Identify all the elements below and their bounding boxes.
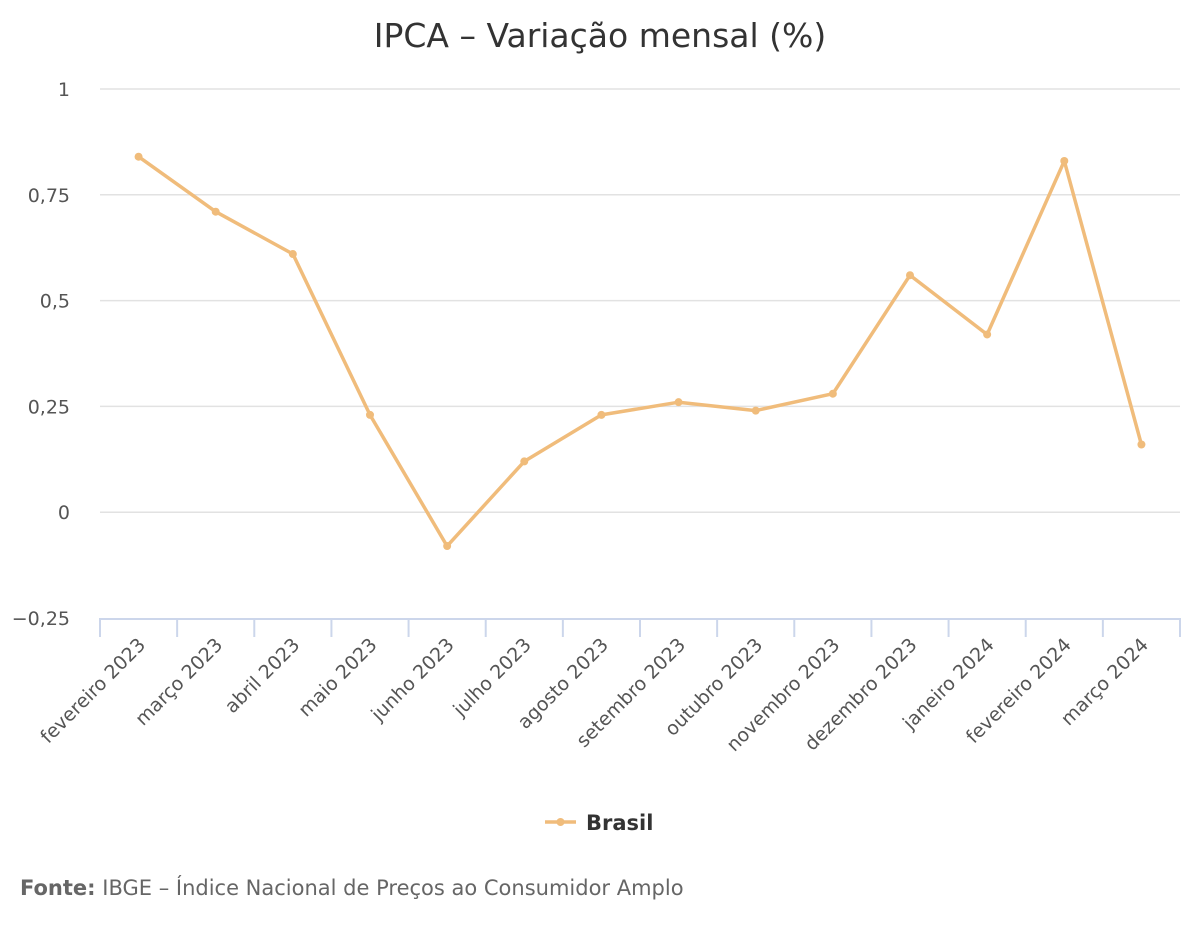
data-point[interactable] xyxy=(751,406,760,415)
data-point[interactable] xyxy=(520,457,529,466)
x-tick-label: fevereiro 2023 xyxy=(36,634,150,748)
x-tick-label: junho 2023 xyxy=(366,634,458,726)
data-point[interactable] xyxy=(906,271,914,280)
data-point[interactable] xyxy=(983,330,992,339)
legend-item-brasil[interactable]: Brasil xyxy=(586,811,653,835)
grid-lines xyxy=(100,88,1180,513)
legend[interactable]: Brasil xyxy=(545,811,653,835)
data-point[interactable] xyxy=(828,389,837,398)
data-point[interactable] xyxy=(597,410,606,419)
y-tick-label: 0,5 xyxy=(40,291,70,313)
x-axis xyxy=(99,618,1181,637)
x-tick-label: abril 2023 xyxy=(221,634,305,718)
source-label: Fonte: xyxy=(20,876,96,900)
y-tick-label: 0,75 xyxy=(28,185,70,207)
y-tick-label: 0,25 xyxy=(28,396,70,418)
source-note: Fonte: IBGE – Índice Nacional de Preços … xyxy=(20,876,684,900)
y-axis-ticks: 1 0,75 0,5 0,25 0 −0,25 xyxy=(12,79,70,630)
data-point[interactable] xyxy=(288,250,297,259)
y-tick-label: −0,25 xyxy=(12,608,70,630)
chart-title: IPCA – Variação mensal (%) xyxy=(374,16,827,55)
y-tick-label: 1 xyxy=(58,79,70,101)
data-point[interactable] xyxy=(1137,440,1146,449)
data-point[interactable] xyxy=(134,152,143,161)
data-point[interactable] xyxy=(674,398,683,407)
series-group xyxy=(134,152,1146,551)
data-point[interactable] xyxy=(366,410,374,419)
data-point[interactable] xyxy=(211,207,220,216)
y-tick-label: 0 xyxy=(58,502,70,524)
data-point[interactable] xyxy=(443,542,452,551)
data-point[interactable] xyxy=(1060,156,1069,165)
source-text: IBGE – Índice Nacional de Preços ao Cons… xyxy=(102,876,684,900)
series-line-brasil xyxy=(136,154,1144,548)
legend-marker-symbol xyxy=(556,818,565,826)
